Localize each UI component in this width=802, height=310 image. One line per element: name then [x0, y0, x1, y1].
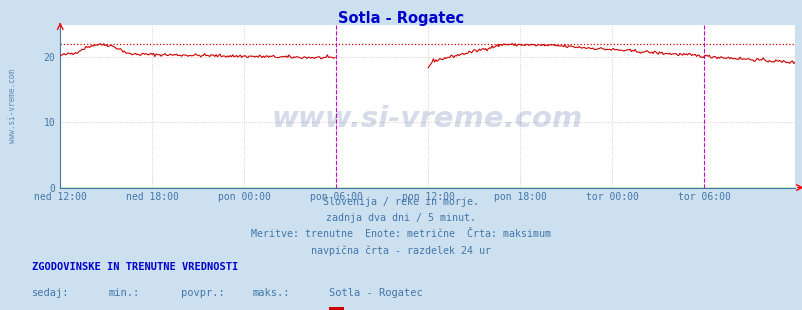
Text: min.:: min.: [108, 288, 140, 298]
Text: www.si-vreme.com: www.si-vreme.com [272, 105, 582, 133]
Text: navpična črta - razdelek 24 ur: navpična črta - razdelek 24 ur [311, 245, 491, 256]
Text: Sotla - Rogatec: Sotla - Rogatec [338, 11, 464, 26]
Text: Meritve: trenutne  Enote: metrične  Črta: maksimum: Meritve: trenutne Enote: metrične Črta: … [251, 229, 551, 239]
Text: www.si-vreme.com: www.si-vreme.com [8, 69, 17, 143]
Text: Sotla - Rogatec: Sotla - Rogatec [329, 288, 423, 298]
Text: Slovenija / reke in morje.: Slovenija / reke in morje. [323, 197, 479, 207]
Text: zadnja dva dni / 5 minut.: zadnja dva dni / 5 minut. [326, 213, 476, 223]
Text: sedaj:: sedaj: [32, 288, 70, 298]
Text: povpr.:: povpr.: [180, 288, 224, 298]
Text: maks.:: maks.: [253, 288, 290, 298]
Text: ZGODOVINSKE IN TRENUTNE VREDNOSTI: ZGODOVINSKE IN TRENUTNE VREDNOSTI [32, 262, 238, 272]
